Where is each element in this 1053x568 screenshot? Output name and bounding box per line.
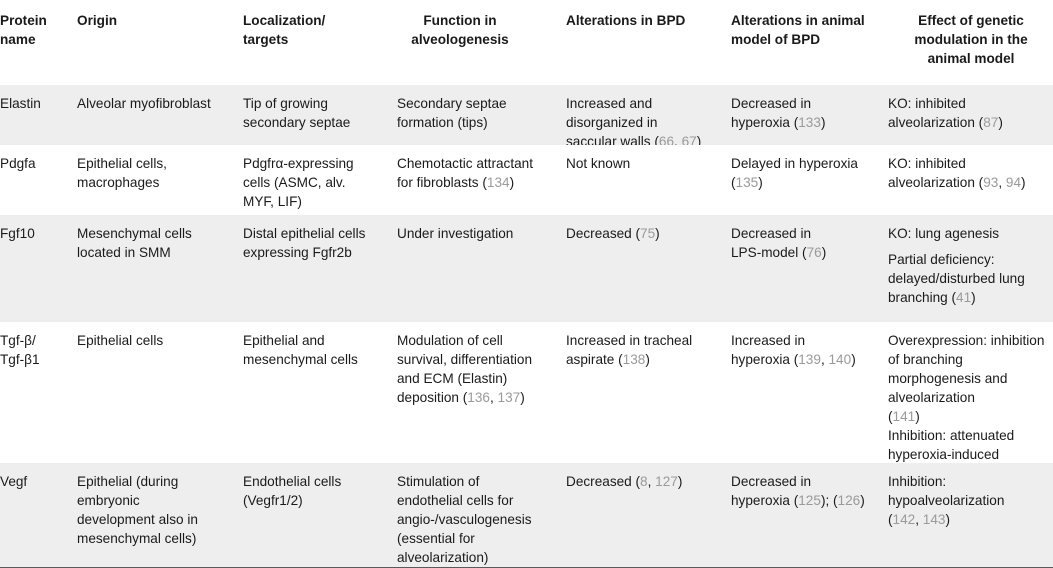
header-alterations-animal: Alterations in animal model of BPD <box>731 13 865 47</box>
cell-paragraph: Overexpression: inhibition of branching mo… <box>888 331 1053 483</box>
cell-animal: Delayed in hyperoxia (135) <box>731 156 858 190</box>
reference-link[interactable]: 133 <box>798 115 821 130</box>
cell-bpd: Decreased (8, 127) <box>566 474 683 489</box>
cell-function: Secondary septae formation (tips) <box>397 96 507 130</box>
reference-link[interactable]: 141 <box>892 409 916 424</box>
reference-link[interactable]: 125 <box>798 493 821 508</box>
header-alterations-bpd: Alterations in BPD <box>566 13 686 28</box>
cell-function: Modulation of cell survival, differentiat… <box>397 333 533 405</box>
cell-protein: Elastin <box>0 96 41 111</box>
header-protein-name: Protein name <box>0 13 47 47</box>
reference-link[interactable]: 94 <box>1005 175 1022 190</box>
reference-link[interactable]: 93 <box>983 175 999 190</box>
cell-bpd: Not known <box>566 156 631 171</box>
cell-bpd: Decreased (75) <box>566 226 660 241</box>
cell-animal: Decreased in hyperoxia (125); (126) <box>731 474 865 508</box>
table-row: Tgf-β/Tgf-β1 Epithelial cells Epithelial a… <box>0 322 1053 481</box>
header-origin: Origin <box>77 13 118 28</box>
cell-function: Under investigation <box>397 226 514 241</box>
reference-link[interactable]: 75 <box>640 226 656 241</box>
table-row: Elastin Alveolar myofibroblast Tip of grow… <box>0 85 1053 149</box>
cell-origin: Epithelial cells, macrophages <box>77 156 167 190</box>
cell-paragraph: KO: lung agenesis <box>888 226 1000 241</box>
reference-link[interactable]: 142 <box>892 512 916 527</box>
reference-link[interactable]: 138 <box>622 352 646 367</box>
cell-protein: Vegf <box>0 474 28 489</box>
reference-link[interactable]: 41 <box>956 290 972 305</box>
cell-protein: Fgf10 <box>0 226 35 241</box>
cell-paragraph: Inhibition: hypoalveolarization (142, 143) <box>888 474 1005 527</box>
reference-link[interactable]: 143 <box>922 512 946 527</box>
cell-paragraph: KO: inhibited alveolarization (87) <box>888 96 1003 130</box>
reference-link[interactable]: 134 <box>486 175 510 190</box>
reference-link[interactable]: 135 <box>735 175 759 190</box>
cell-protein: Pdgfa <box>0 156 36 171</box>
cell-origin: Epithelial cells <box>77 333 164 348</box>
header-function: Function in alveologenesis <box>411 13 509 47</box>
cell-effect: Inhibition: hypoalveolarization (142, 143) <box>888 472 1053 529</box>
cell-function: Stimulation of endothelial cells for angio… <box>397 474 532 565</box>
table-header-row: Protein name Origin Localization/targets … <box>0 0 1053 86</box>
cell-effect: KO: inhibited alveolarization (87) <box>888 94 1053 132</box>
cell-origin: Epithelial (during embryonic development a… <box>77 474 198 546</box>
cell-paragraph: KO: inhibited alveolarization (93, 94) <box>888 156 1026 190</box>
table-row: Fgf10 Mesenchymal cells located in SMM Dist… <box>0 215 1053 322</box>
table-row: Pdgfa Epithelial cells, macrophages Pdgfrα-… <box>0 145 1053 215</box>
cell-localization: Pdgfrα-expressing cells (ASMC, alv. MYF, L… <box>243 156 354 209</box>
reference-link[interactable]: 127 <box>655 474 678 489</box>
cell-effect: KO: inhibited alveolarization (93, 94) <box>888 154 1053 192</box>
reference-link[interactable]: 140 <box>828 352 852 367</box>
cell-paragraph: Partial deficiency: delayed/disturbed lun… <box>888 252 1025 305</box>
cell-localization: Tip of growing secondary septae <box>243 96 351 130</box>
table-row: Vegf Epithelial (during embryonic developme… <box>0 463 1053 567</box>
header-effect-genetic: Effect of genetic modulation in the animal… <box>914 13 1028 66</box>
cell-animal: Decreased in hyperoxia (133) <box>731 96 826 130</box>
reference-link[interactable]: 137 <box>497 390 521 405</box>
cell-localization: Epithelial and mesenchymal cells <box>243 333 358 367</box>
reference-link[interactable]: 8 <box>640 474 648 489</box>
cell-bpd: Increased in tracheal aspirate (138) <box>566 333 693 367</box>
cell-origin: Alveolar myofibroblast <box>77 96 211 111</box>
cell-effect: Overexpression: inhibition of branching mo… <box>888 331 1053 483</box>
cell-localization: Distal epithelial cells expressing Fgfr2b <box>243 226 366 260</box>
cell-animal: Decreased in LPS-model (76) <box>731 226 827 260</box>
cell-function: Chemotactic attractant for fibroblasts (1… <box>397 156 533 190</box>
cell-localization: Endothelial cells (Vegfr1/2) <box>243 474 342 508</box>
cell-effect: KO: lung agenesis Partial deficiency: dela… <box>888 224 1053 307</box>
cell-animal: Increased in hyperoxia (139, 140) <box>731 333 856 367</box>
header-localization: Localization/targets <box>243 13 326 47</box>
reference-link[interactable]: 139 <box>798 352 821 367</box>
reference-link[interactable]: 136 <box>467 390 490 405</box>
cell-origin: Mesenchymal cells located in SMM <box>77 226 192 260</box>
cell-protein: Tgf-β/Tgf-β1 <box>0 333 40 367</box>
reference-link[interactable]: 76 <box>806 245 822 260</box>
reference-link[interactable]: 126 <box>837 493 861 508</box>
cell-bpd: Increased and disorganized in saccular wal… <box>566 96 702 149</box>
reference-link[interactable]: 87 <box>983 115 999 130</box>
